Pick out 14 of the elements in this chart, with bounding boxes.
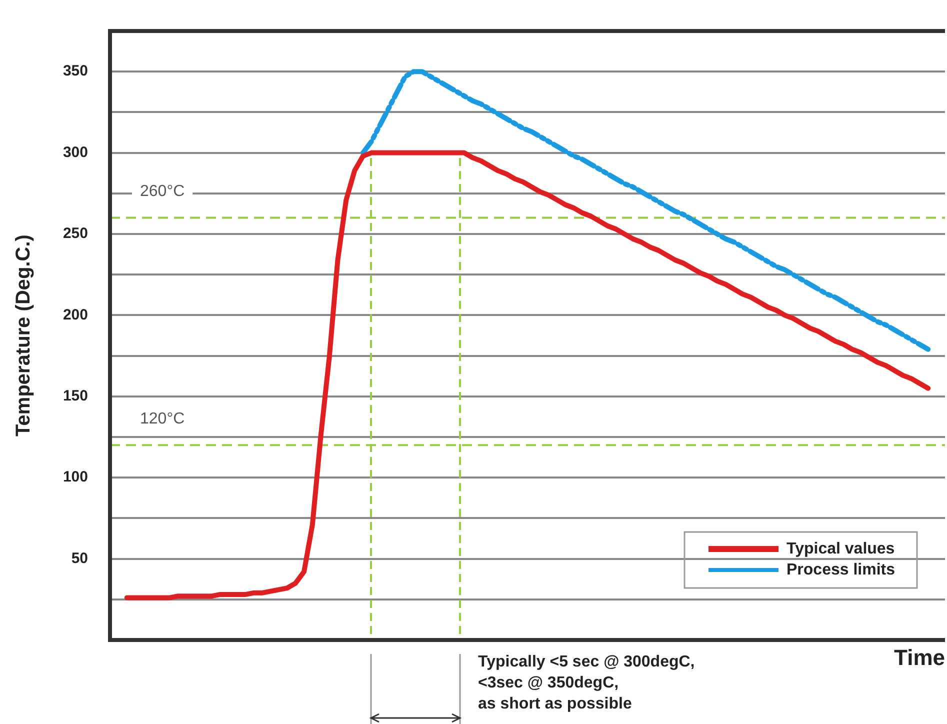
y-axis-title: Temperature (Deg.C.) [12, 234, 35, 436]
legend-label: Typical values [786, 540, 895, 558]
y-tick-label: 150 [62, 388, 88, 405]
y-tick-label: 250 [62, 225, 88, 242]
ref-line-label: 260°C [140, 183, 185, 200]
text: Typically <5 sec @ 300degC, <3sec @ 350degC, as short as possible [478, 653, 695, 712]
y-tick-label: 350 [62, 62, 88, 80]
x-axis-title: Time [894, 645, 945, 670]
y-tick-label: 300 [62, 144, 88, 161]
legend-label: Process limits [786, 561, 896, 578]
y-tick-label: 100 [62, 468, 88, 486]
ref-line-label: 120°C [140, 410, 185, 428]
y-tick-label: 50 [71, 550, 88, 567]
y-tick-label: 200 [62, 306, 88, 324]
